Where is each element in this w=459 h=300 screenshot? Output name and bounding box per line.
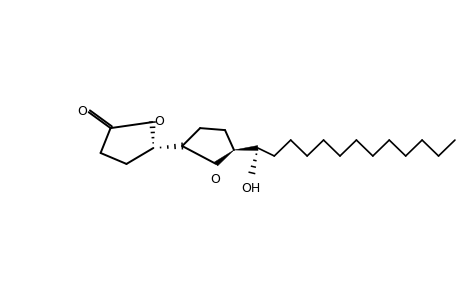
Polygon shape: [234, 146, 257, 151]
Text: O: O: [154, 115, 164, 128]
Polygon shape: [214, 150, 234, 166]
Text: O: O: [77, 105, 86, 118]
Text: OH: OH: [241, 182, 260, 195]
Text: O: O: [210, 173, 219, 186]
